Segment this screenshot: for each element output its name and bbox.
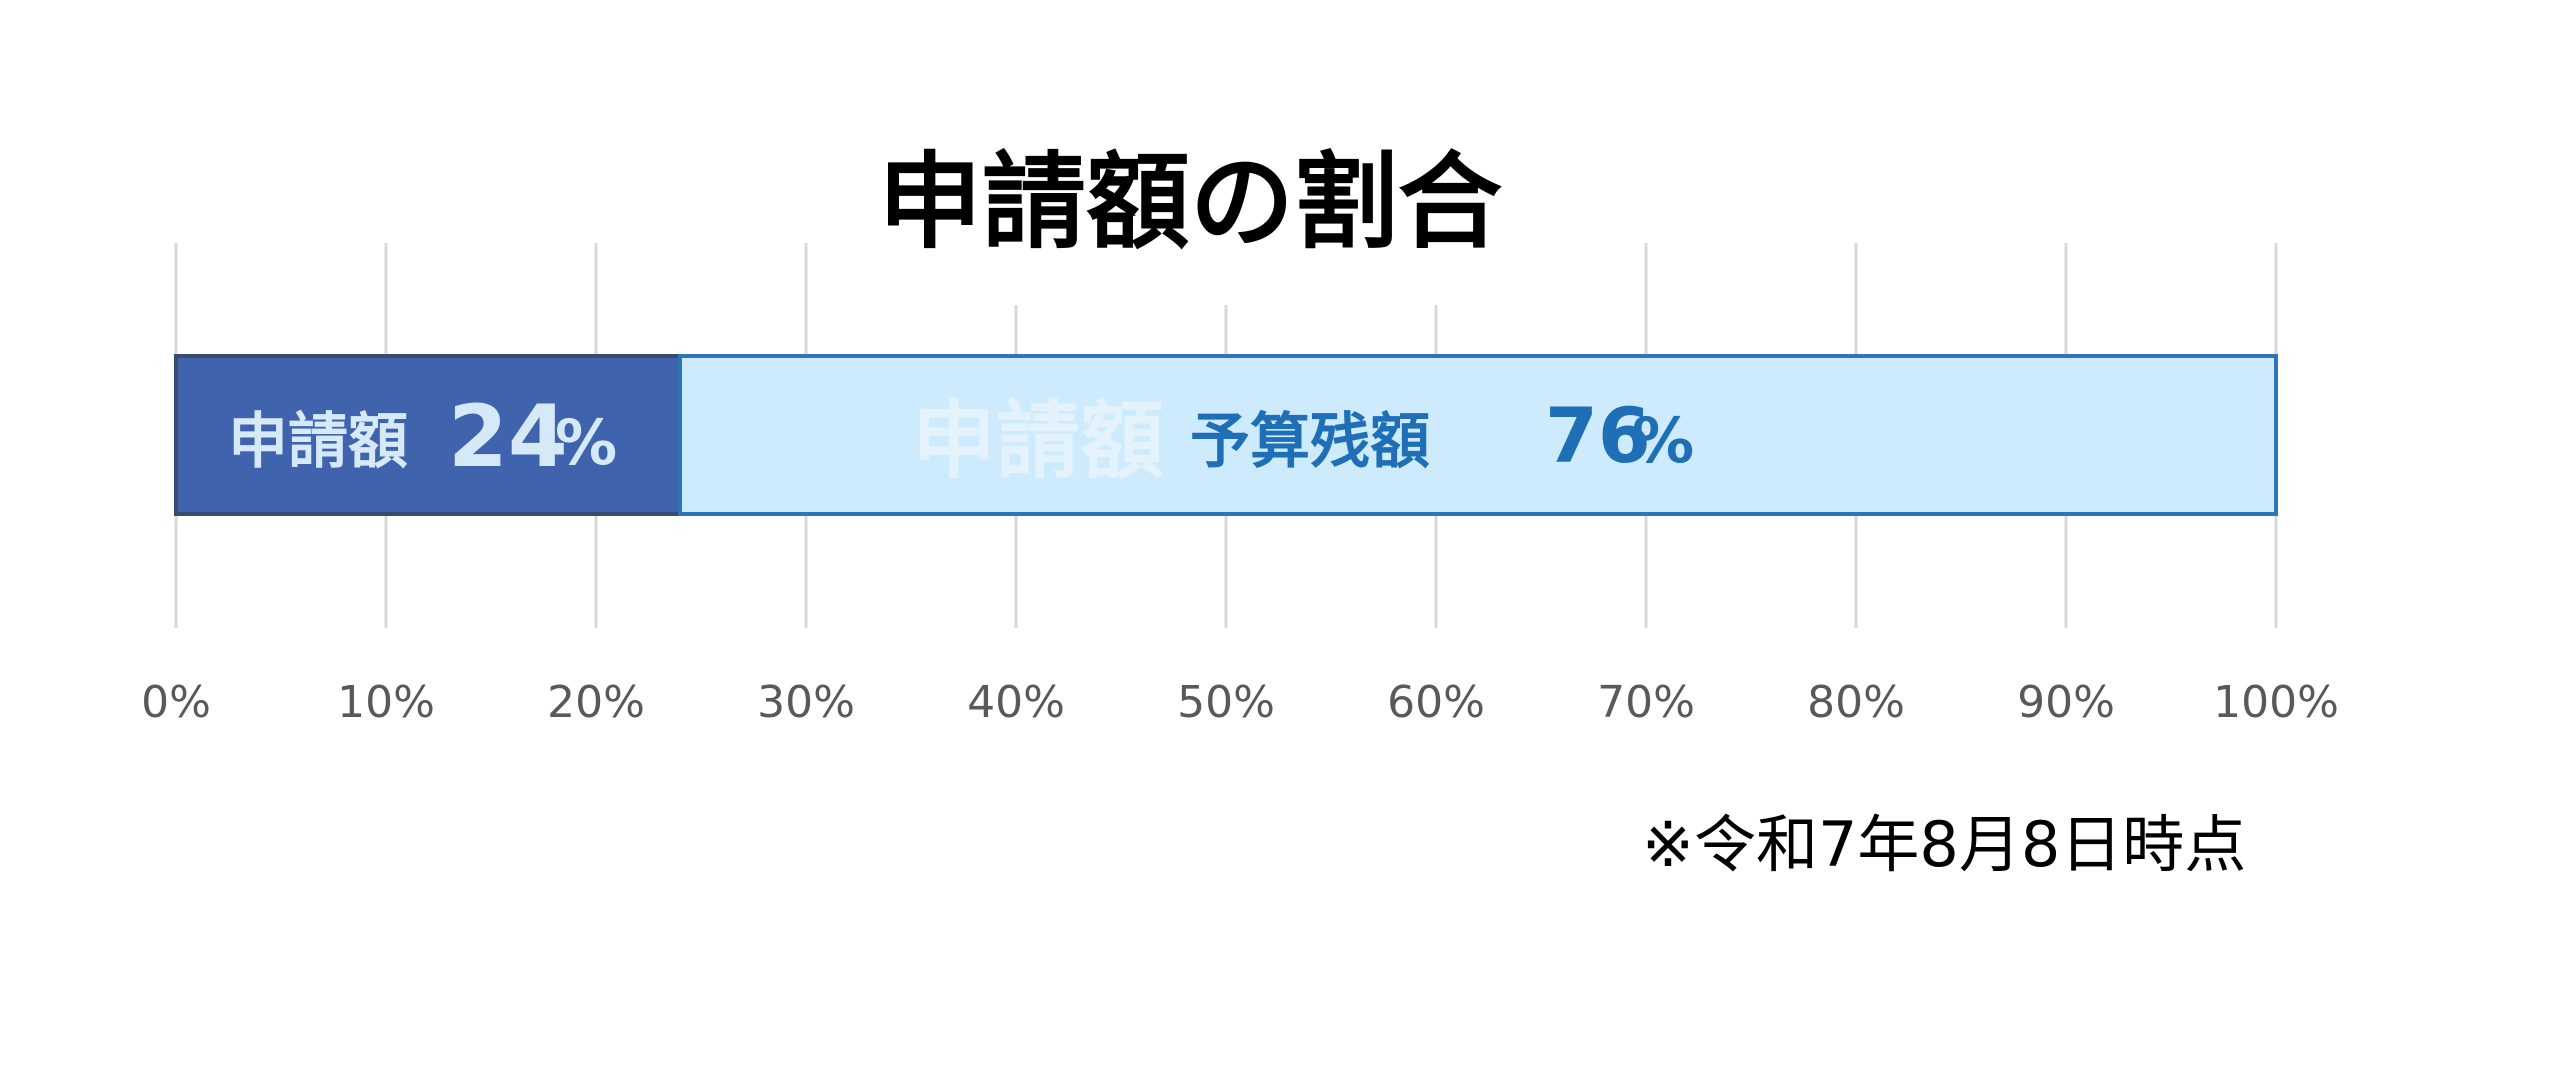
chart-title: 申請額の割合 [878, 141, 1502, 263]
bar-segment [174, 354, 682, 516]
segment-labels: 申請額 24% 申請額 予算残額 76% [228, 387, 1694, 490]
bar-stack [174, 354, 2278, 516]
x-tick-label: 10% [337, 677, 435, 728]
segment-label-name: 予算残額 [1190, 407, 1430, 477]
segment-label-ghost: 申請額 [912, 392, 1164, 490]
segment-label-name: 申請額 [228, 407, 408, 477]
segment-label-value: 76 [1545, 391, 1651, 480]
x-tick-label: 70% [1597, 677, 1695, 728]
x-tick-label: 100% [2213, 677, 2339, 728]
x-tick-label: 20% [547, 677, 645, 728]
bar-segment [678, 354, 2278, 516]
segment-label-value: 24 [448, 387, 568, 487]
date-note: ※令和7年8月8日時点 [1642, 808, 2246, 881]
x-tick-label: 80% [1807, 677, 1905, 728]
x-tick-label: 40% [967, 677, 1065, 728]
x-tick-label: 90% [2017, 677, 2115, 728]
x-axis-ticks: 0% 10% 20% 30% 40% 50% 60% 70% 80% 90% 100% [141, 677, 2339, 728]
segment-label-unit: % [555, 406, 617, 479]
x-tick-label: 60% [1387, 677, 1485, 728]
segment-label-unit: % [1632, 404, 1694, 477]
x-tick-label: 0% [141, 677, 211, 728]
x-tick-label: 50% [1177, 677, 1275, 728]
x-tick-label: 30% [757, 677, 855, 728]
